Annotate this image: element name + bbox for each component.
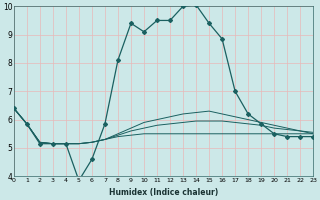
X-axis label: Humidex (Indice chaleur): Humidex (Indice chaleur)	[109, 188, 218, 197]
